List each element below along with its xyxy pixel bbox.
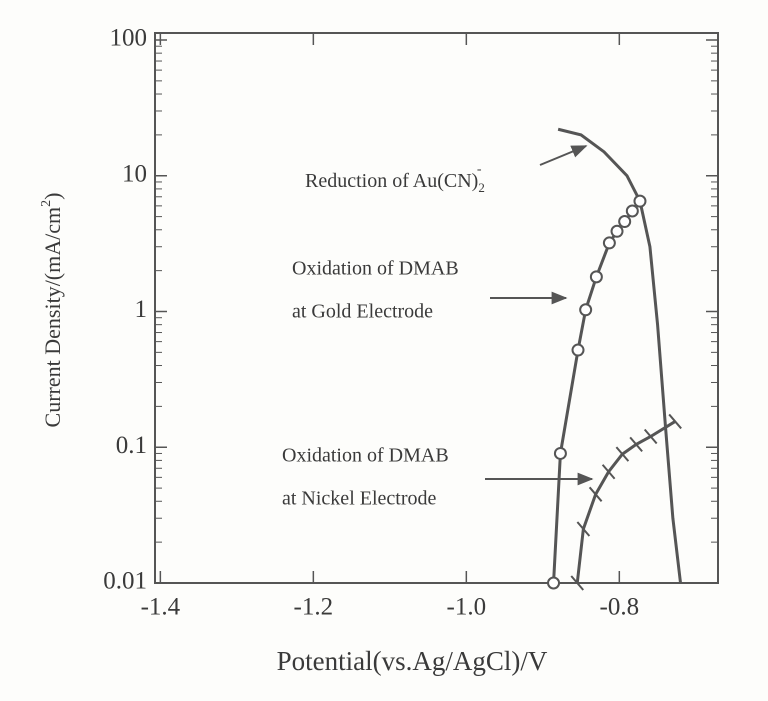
annotation-sup: - <box>477 162 482 177</box>
data-point <box>625 204 639 218</box>
annotation: at Gold Electrode <box>292 301 433 323</box>
data-point <box>571 343 585 357</box>
data-point <box>601 464 616 480</box>
series-line <box>575 420 676 584</box>
data-point <box>570 575 585 591</box>
annotation: at Nickel Electrode <box>282 488 436 510</box>
data-point <box>553 446 567 460</box>
data-point <box>610 224 624 238</box>
data-point <box>615 446 630 462</box>
x-label-part: (vs.Ag/AgCl)/V <box>373 646 548 676</box>
annotation-sub: 2 <box>478 180 485 195</box>
series-line <box>557 127 683 584</box>
data-point <box>579 303 593 317</box>
series-line <box>552 200 642 584</box>
y-label-part: Current Density/(mA/cm <box>40 207 65 428</box>
annotation: Oxidation of DMAB <box>292 258 459 280</box>
x-axis-label: Potential(vs.Ag/AgCl)/V <box>277 646 548 676</box>
data-point <box>589 270 603 284</box>
data-point <box>576 521 591 537</box>
data-point <box>588 486 603 502</box>
y-tick-label: 100 <box>110 25 148 52</box>
y-tick-label: 0.1 <box>116 432 147 459</box>
y-label-part: ) <box>40 193 65 200</box>
annotation: Oxidation of DMAB <box>282 445 449 467</box>
y-axis-label: Current Density/(mA/cm2) <box>39 193 65 428</box>
data-point <box>629 436 643 453</box>
x-tick-label: -1.0 <box>447 594 487 621</box>
data-point <box>668 413 682 430</box>
data-point <box>643 428 658 445</box>
x-tick-label: -1.2 <box>294 594 334 621</box>
y-tick-label: 10 <box>122 160 147 187</box>
data-point <box>633 194 647 208</box>
y-tick-label: 0.01 <box>103 568 147 595</box>
plot-frame <box>154 32 719 584</box>
y-tick-label: 1 <box>135 296 148 323</box>
x-tick-label: -0.8 <box>600 594 640 621</box>
annotation-arrow <box>539 145 588 166</box>
annotation: Reduction of Au(CN)2 - <box>305 162 485 195</box>
data-point <box>618 215 632 229</box>
data-point <box>602 236 616 250</box>
y-label-part: 2 <box>39 200 54 207</box>
x-label-part: Potential <box>277 646 373 676</box>
x-tick-label: -1.4 <box>141 594 181 621</box>
data-point <box>547 576 561 590</box>
annotation-text: Reduction of Au(CN) <box>305 170 478 192</box>
